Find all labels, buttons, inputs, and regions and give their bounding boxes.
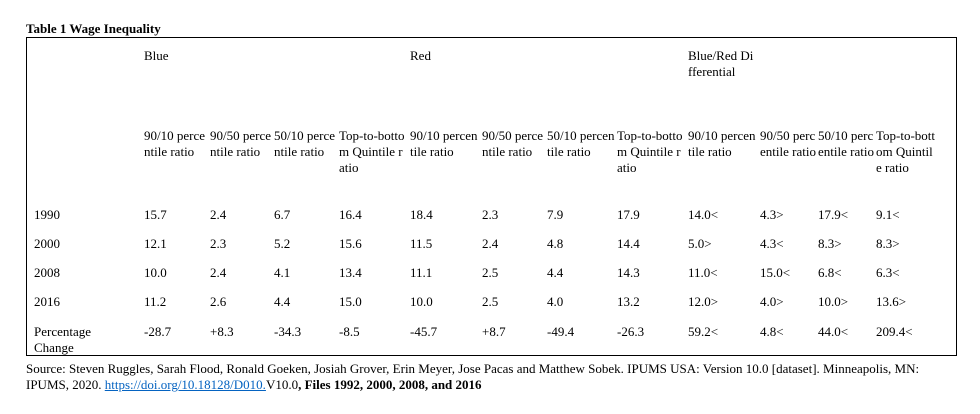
table-cell: 11.0< <box>688 265 718 280</box>
table-cell: 17.9< <box>818 207 849 222</box>
column-header: 90/10 percentile ratio <box>410 128 478 159</box>
table-cell: 13.6> <box>876 294 907 309</box>
source-files: , Files 1992, 2000, 2008, and 2016 <box>298 377 482 392</box>
table-cell: 6.8< <box>818 265 842 280</box>
table-cell: 11.5 <box>410 236 433 251</box>
table-cell: 10.0> <box>818 294 849 309</box>
table-cell: 5.0> <box>688 236 712 251</box>
table-cell: 7.9 <box>547 207 564 222</box>
table-cell: 5.2 <box>274 236 291 251</box>
table-cell: 2.4 <box>210 207 227 222</box>
column-header: Top-to-bottom Quintile ratio <box>339 128 405 175</box>
column-header: Top-to-bottom Quintile ratio <box>876 128 936 175</box>
table-cell: -8.5 <box>339 324 360 339</box>
table-cell: -26.3 <box>617 324 645 339</box>
table-cell: 2.4 <box>210 265 227 280</box>
table-cell: 2.5 <box>482 294 499 309</box>
column-header: 90/50 percentile ratio <box>760 128 816 159</box>
table-cell: 12.1 <box>144 236 167 251</box>
table-cell: 14.0< <box>688 207 719 222</box>
table-cell: 4.4 <box>547 265 564 280</box>
column-header: 90/10 percentile ratio <box>144 128 206 159</box>
table-title: Table 1 Wage Inequality <box>26 21 161 36</box>
table-cell: 15.7 <box>144 207 167 222</box>
table-cell: -45.7 <box>410 324 438 339</box>
table-cell: 4.1 <box>274 265 291 280</box>
row-label: 2016 <box>34 294 60 309</box>
table-cell: 12.0> <box>688 294 719 309</box>
table-cell: -34.3 <box>274 324 302 339</box>
table-cell: 4.8 <box>547 236 564 251</box>
column-header: Top-to-bottom Quintile ratio <box>617 128 683 175</box>
table-cell: 10.0 <box>410 294 433 309</box>
source-text: Source: Steven Ruggles, Sarah Flood, Ron… <box>26 361 920 392</box>
table-cell: 2.5 <box>482 265 499 280</box>
table-cell: 8.3> <box>876 236 900 251</box>
column-header: 90/50 percentile ratio <box>210 128 272 159</box>
table-cell: 15.0 <box>339 294 362 309</box>
table-cell: 14.3 <box>617 265 640 280</box>
table-cell: 2.3 <box>210 236 227 251</box>
column-header: 50/10 percentile ratio <box>547 128 615 159</box>
table-cell: 4.3< <box>760 236 784 251</box>
row-label: 2000 <box>34 236 60 251</box>
table-cell: -49.4 <box>547 324 575 339</box>
group-header: Red <box>410 48 431 63</box>
table-cell: +8.7 <box>482 324 506 339</box>
table-cell: 6.3< <box>876 265 900 280</box>
column-header: 90/50 percentile ratio <box>482 128 544 159</box>
column-header: 50/10 percentile ratio <box>818 128 874 159</box>
table-cell: 4.3> <box>760 207 784 222</box>
group-header: Blue <box>144 48 169 63</box>
table-cell: 16.4 <box>339 207 362 222</box>
table-frame <box>26 37 957 356</box>
table-cell: 59.2< <box>688 324 719 339</box>
table-cell: 15.0< <box>760 265 791 280</box>
doi-link[interactable]: https://doi.org/10.18128/D010. <box>104 377 266 392</box>
table-cell: 209.4< <box>876 324 913 339</box>
table-cell: 17.9 <box>617 207 640 222</box>
source-note: Source: Steven Ruggles, Sarah Flood, Ron… <box>26 361 956 393</box>
table-cell: 11.1 <box>410 265 433 280</box>
table-cell: 4.0> <box>760 294 784 309</box>
table-cell: 44.0< <box>818 324 849 339</box>
table-cell: 10.0 <box>144 265 167 280</box>
table-cell: 4.0 <box>547 294 564 309</box>
table-cell: 8.3> <box>818 236 842 251</box>
table-cell: 4.8< <box>760 324 784 339</box>
table-cell: 6.7 <box>274 207 291 222</box>
table-cell: 13.4 <box>339 265 362 280</box>
table-cell: 4.4 <box>274 294 291 309</box>
table-cell: 15.6 <box>339 236 362 251</box>
table-cell: 13.2 <box>617 294 640 309</box>
row-label: Percentage Change <box>34 324 92 355</box>
table-cell: 2.4 <box>482 236 499 251</box>
row-label: 1990 <box>34 207 60 222</box>
table-cell: 14.4 <box>617 236 640 251</box>
table-cell: +8.3 <box>210 324 234 339</box>
table-cell: -28.7 <box>144 324 172 339</box>
table-cell: 2.6 <box>210 294 227 309</box>
row-label: 2008 <box>34 265 60 280</box>
source-version: V10.0 <box>265 377 299 392</box>
column-header: 50/10 percentile ratio <box>274 128 336 159</box>
column-header: 90/10 percentile ratio <box>688 128 756 159</box>
table-cell: 2.3 <box>482 207 499 222</box>
group-header: Blue/Red Differential <box>688 48 754 79</box>
table-cell: 11.2 <box>144 294 167 309</box>
table-cell: 9.1< <box>876 207 900 222</box>
table-cell: 18.4 <box>410 207 433 222</box>
